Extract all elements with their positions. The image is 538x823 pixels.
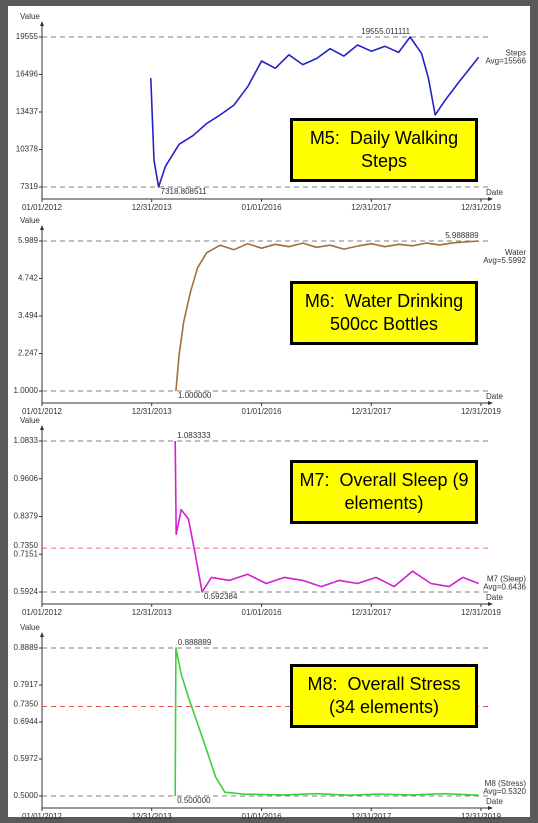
- y-tick-label: 0.8889: [14, 643, 39, 652]
- y-tick-label: 4.742: [18, 274, 39, 283]
- chart-title-box: M8: Overall Stress (34 elements): [290, 664, 478, 728]
- series-name: M8 (Stress): [485, 779, 527, 788]
- avg-label: Avg=0.6436: [483, 583, 526, 592]
- x-axis-label: Date: [486, 392, 503, 401]
- x-tick-label: 12/31/2013: [132, 812, 173, 821]
- avg-label: Avg=5.5992: [483, 256, 526, 265]
- min-label: 0.592384: [204, 592, 238, 601]
- y-tick-label: 0.5000: [14, 791, 39, 800]
- max-label: 0.888889: [178, 638, 212, 647]
- y-tick-label: 1.0000: [14, 386, 39, 395]
- y-tick-label: 13437: [16, 107, 39, 116]
- y-tick-label: 16496: [16, 70, 39, 79]
- max-label: 5.988889: [445, 231, 479, 240]
- y-tick-label: 10378: [16, 145, 39, 154]
- x-tick-label: 12/31/2017: [351, 407, 392, 416]
- x-tick-label: 12/31/2013: [132, 407, 173, 416]
- x-tick-label: 12/31/2019: [461, 608, 502, 617]
- x-tick-label: 01/01/2016: [242, 608, 283, 617]
- y-axis-arrow: [40, 632, 44, 637]
- x-tick-label: 01/01/2012: [22, 407, 63, 416]
- x-tick-label: 12/31/2019: [461, 407, 502, 416]
- data-line: [150, 36, 480, 188]
- y-tick-label: 3.494: [18, 311, 39, 320]
- y-tick-label: 0.8379: [14, 512, 39, 521]
- x-tick-label: 01/01/2016: [242, 812, 283, 821]
- x-tick-label: 12/31/2013: [132, 608, 173, 617]
- y-tick-label: 19555: [16, 32, 39, 41]
- data-line: [175, 240, 479, 392]
- y-tick-label: 7319: [20, 182, 38, 191]
- max-label: 19555.011111: [361, 27, 410, 36]
- x-tick-label: 01/01/2012: [22, 812, 63, 821]
- x-tick-label: 01/01/2016: [242, 203, 283, 212]
- max-label: 1.083333: [177, 431, 211, 440]
- x-axis-arrow: [488, 806, 493, 810]
- x-tick-label: 01/01/2016: [242, 407, 283, 416]
- x-tick-label: 12/31/2017: [351, 203, 392, 212]
- data-line: [174, 440, 479, 593]
- x-axis-arrow: [488, 401, 493, 405]
- x-tick-label: 12/31/2019: [461, 203, 502, 212]
- x-tick-label: 12/31/2017: [351, 812, 392, 821]
- series-name: M7 (Sleep): [487, 575, 526, 584]
- avg-label: Avg=15566: [485, 56, 526, 65]
- y-axis-arrow: [40, 21, 44, 26]
- reference-label: 0.7350: [14, 541, 39, 550]
- y-tick-label: 0.5972: [14, 754, 39, 763]
- x-tick-label: 01/01/2012: [22, 608, 63, 617]
- y-axis-label: Value: [20, 12, 40, 21]
- y-tick-label: 1.0833: [14, 436, 39, 445]
- avg-label: Avg=0.5320: [483, 787, 526, 796]
- y-tick-label: 0.7151: [14, 549, 39, 558]
- y-axis-label: Value: [20, 216, 40, 225]
- min-label: 7318.808511: [161, 187, 208, 196]
- y-tick-label: 0.6944: [14, 717, 39, 726]
- x-tick-label: 12/31/2017: [351, 608, 392, 617]
- chart-title-box: M7: Overall Sleep (9 elements): [290, 460, 478, 524]
- data-line: [174, 647, 479, 797]
- min-label: 0.500000: [177, 796, 211, 805]
- x-axis-label: Date: [486, 797, 503, 806]
- y-axis-label: Value: [20, 416, 40, 425]
- x-axis-arrow: [488, 197, 493, 201]
- series-name: Steps: [506, 48, 526, 57]
- series-name: Water: [505, 248, 526, 257]
- reference-label: 0.7350: [14, 700, 39, 709]
- x-axis-label: Date: [486, 188, 503, 197]
- y-tick-label: 0.9606: [14, 474, 39, 483]
- min-label: 1.000000: [178, 391, 212, 400]
- y-axis-label: Value: [20, 623, 40, 632]
- chart-title-box: M5: Daily Walking Steps: [290, 118, 478, 182]
- y-tick-label: 2.247: [18, 349, 39, 358]
- x-tick-label: 12/31/2019: [461, 812, 502, 821]
- x-tick-label: 12/31/2013: [132, 203, 173, 212]
- y-axis-arrow: [40, 425, 44, 430]
- chart-title-box: M6: Water Drinking 500cc Bottles: [290, 281, 478, 345]
- x-axis-arrow: [488, 602, 493, 606]
- y-tick-label: 0.7917: [14, 680, 39, 689]
- x-tick-label: 01/01/2012: [22, 203, 63, 212]
- y-tick-label: 0.5924: [14, 587, 39, 596]
- y-axis-arrow: [40, 225, 44, 230]
- y-tick-label: 5.989: [18, 236, 39, 245]
- x-axis-label: Date: [486, 593, 503, 602]
